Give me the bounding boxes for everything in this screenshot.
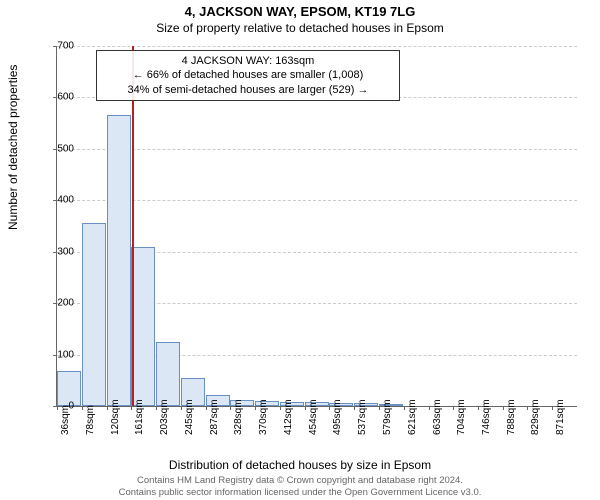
ytick-label: 700 [44, 41, 74, 52]
histogram-bar [156, 342, 180, 406]
annotation-line3: 34% of semi-detached houses are larger (… [103, 83, 393, 97]
xtick-label: 370sqm [258, 399, 269, 435]
xtick-mark [527, 406, 528, 410]
footer-line2: Contains public sector information licen… [0, 487, 600, 498]
histogram-bar [131, 247, 155, 406]
footer-line1: Contains HM Land Registry data © Crown c… [0, 475, 600, 486]
xtick-label: 287sqm [209, 399, 220, 435]
xtick-mark [552, 406, 553, 410]
ytick-label: 300 [44, 246, 74, 257]
xtick-mark [453, 406, 454, 410]
xtick-mark [255, 406, 256, 410]
ytick-label: 100 [44, 349, 74, 360]
xtick-label: 829sqm [530, 399, 541, 435]
xtick-label: 788sqm [506, 399, 517, 435]
xtick-label: 203sqm [159, 399, 170, 435]
x-axis-label: Distribution of detached houses by size … [0, 458, 600, 472]
xtick-label: 871sqm [555, 399, 566, 435]
xtick-mark [156, 406, 157, 410]
xtick-label: 704sqm [456, 399, 467, 435]
xtick-mark [305, 406, 306, 410]
xtick-label: 621sqm [407, 399, 418, 435]
histogram-bar [82, 223, 106, 406]
xtick-mark [404, 406, 405, 410]
xtick-label: 537sqm [357, 399, 368, 435]
xtick-mark [354, 406, 355, 410]
xtick-label: 746sqm [481, 399, 492, 435]
gridline [57, 149, 577, 150]
annotation-line1: 4 JACKSON WAY: 163sqm [103, 54, 393, 68]
annotation-line2: ← 66% of detached houses are smaller (1,… [103, 68, 393, 82]
ytick-label: 400 [44, 195, 74, 206]
annotation-box: 4 JACKSON WAY: 163sqm ← 66% of detached … [96, 50, 400, 101]
xtick-mark [131, 406, 132, 410]
xtick-label: 245sqm [184, 399, 195, 435]
xtick-label: 663sqm [432, 399, 443, 435]
xtick-mark [429, 406, 430, 410]
xtick-mark [206, 406, 207, 410]
ytick-label: 200 [44, 298, 74, 309]
xtick-label: 495sqm [332, 399, 343, 435]
ytick-label: 500 [44, 143, 74, 154]
xtick-label: 412sqm [283, 399, 294, 435]
xtick-mark [478, 406, 479, 410]
title-sub: Size of property relative to detached ho… [0, 19, 600, 37]
xtick-label: 579sqm [382, 399, 393, 435]
xtick-label: 78sqm [85, 405, 96, 435]
xtick-label: 454sqm [308, 399, 319, 435]
y-axis-label: Number of detached properties [6, 65, 20, 230]
xtick-mark [82, 406, 83, 410]
gridline [57, 200, 577, 201]
xtick-mark [503, 406, 504, 410]
xtick-mark [379, 406, 380, 410]
xtick-mark [329, 406, 330, 410]
ytick-label: 0 [44, 401, 74, 412]
xtick-label: 161sqm [134, 399, 145, 435]
histogram-bar [107, 115, 131, 406]
xtick-mark [230, 406, 231, 410]
xtick-label: 120sqm [110, 399, 121, 435]
title-main: 4, JACKSON WAY, EPSOM, KT19 7LG [0, 0, 600, 19]
ytick-label: 600 [44, 92, 74, 103]
xtick-mark [280, 406, 281, 410]
gridline [57, 46, 577, 47]
xtick-mark [181, 406, 182, 410]
xtick-label: 328sqm [233, 399, 244, 435]
footer-attribution: Contains HM Land Registry data © Crown c… [0, 475, 600, 498]
xtick-mark [107, 406, 108, 410]
